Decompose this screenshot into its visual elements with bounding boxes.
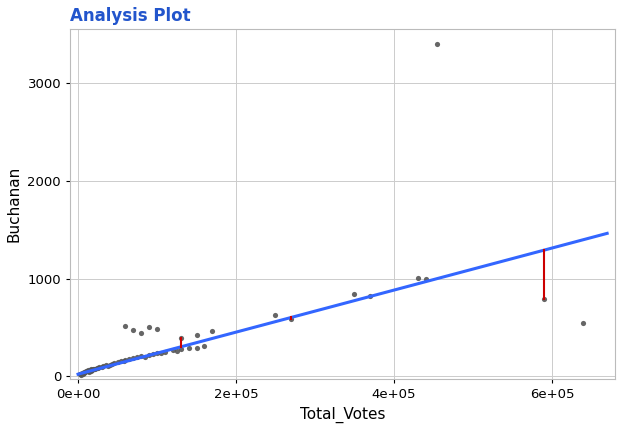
Point xyxy=(75,370,85,377)
Point xyxy=(83,367,93,374)
Y-axis label: Buchanan: Buchanan xyxy=(7,166,22,243)
Point xyxy=(350,291,360,298)
Point xyxy=(160,348,170,355)
Point xyxy=(88,366,98,372)
Point xyxy=(200,343,210,350)
Point xyxy=(128,354,138,361)
Point xyxy=(432,40,442,47)
Point xyxy=(172,347,182,354)
Point xyxy=(578,319,588,326)
Point xyxy=(107,360,117,367)
Point xyxy=(89,366,99,373)
Point xyxy=(90,365,100,372)
Point xyxy=(81,368,91,375)
Point xyxy=(81,368,91,375)
Point xyxy=(121,323,131,330)
Point xyxy=(75,371,85,378)
Point xyxy=(85,366,95,373)
Point xyxy=(539,296,549,303)
Point xyxy=(97,363,107,370)
Point xyxy=(136,352,146,359)
Point xyxy=(152,326,162,333)
Point xyxy=(80,369,90,375)
Point xyxy=(78,370,88,377)
Point xyxy=(140,354,150,361)
Point xyxy=(80,369,90,376)
Point xyxy=(86,366,96,373)
Point xyxy=(84,368,94,375)
Point xyxy=(136,330,146,337)
Point xyxy=(144,351,154,358)
Point xyxy=(365,293,375,300)
Text: Analysis Plot: Analysis Plot xyxy=(70,7,191,25)
Point xyxy=(113,359,123,366)
Point xyxy=(192,345,202,352)
Point xyxy=(119,358,129,365)
Point xyxy=(128,327,138,334)
Point xyxy=(271,311,281,318)
Point xyxy=(420,275,430,282)
Point xyxy=(176,346,186,353)
Point xyxy=(95,364,104,371)
Point xyxy=(83,368,93,375)
Point xyxy=(93,364,103,371)
Point xyxy=(412,274,422,281)
Point xyxy=(148,350,158,357)
Point xyxy=(192,332,202,339)
Point xyxy=(116,357,126,364)
Point xyxy=(77,371,86,378)
Point xyxy=(183,344,193,351)
Point xyxy=(98,362,108,369)
Point xyxy=(77,369,87,376)
Point xyxy=(168,347,178,354)
Point xyxy=(104,362,114,369)
Point xyxy=(78,371,88,378)
Point xyxy=(87,367,97,374)
Point xyxy=(144,324,154,331)
Point xyxy=(124,355,134,362)
Point xyxy=(101,361,111,368)
Point xyxy=(152,350,162,356)
Point xyxy=(92,365,102,372)
Point xyxy=(176,335,186,342)
Point xyxy=(286,315,296,322)
Point xyxy=(103,362,113,369)
Point xyxy=(121,357,131,364)
Point xyxy=(109,359,119,366)
X-axis label: Total_Votes: Total_Votes xyxy=(300,407,386,423)
Point xyxy=(156,350,166,357)
Point xyxy=(207,328,217,335)
Point xyxy=(132,353,142,360)
Point xyxy=(86,367,96,374)
